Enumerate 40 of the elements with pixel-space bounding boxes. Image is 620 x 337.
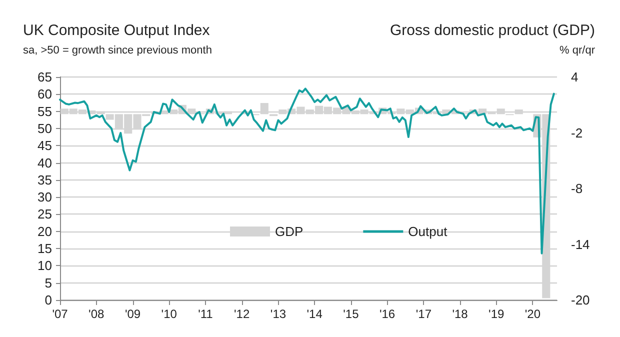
line-series	[59, 88, 555, 254]
y2-tick-label: -20	[571, 292, 590, 308]
x-tick-label: '09	[124, 307, 141, 321]
x-tick-label: '11	[198, 307, 214, 321]
y-tick-label: 25	[38, 206, 52, 222]
y-tick-label: 15	[38, 241, 52, 256]
y2-tick-label: -8	[571, 181, 583, 196]
x-tick-label: '14	[306, 307, 323, 321]
y-tick-label: 30	[38, 190, 52, 205]
x-tick-label: '17	[416, 307, 432, 321]
x-tick-label: '08	[88, 307, 104, 321]
y-tick-label: 60	[38, 86, 52, 102]
x-tick-label: '16	[379, 307, 396, 321]
x-tick-label: '20	[524, 307, 541, 321]
x-tick-label: '19	[488, 307, 505, 321]
chart-subtitle: sa, >50 = growth since previous month	[23, 44, 212, 56]
x-tick-label: '18	[452, 307, 468, 321]
y-tick-label: 35	[38, 172, 52, 188]
x-tick-label: '10	[161, 307, 178, 321]
y-tick-label: 10	[38, 258, 52, 274]
y2-tick-label: -2	[571, 125, 583, 140]
x-tick-label: '13	[270, 307, 286, 321]
x-tick-label: '12	[234, 307, 250, 321]
y-tick-label: 40	[38, 155, 52, 170]
y-tick-label: 45	[38, 138, 52, 154]
legend-label: GDP	[275, 224, 304, 239]
y-tick-label: 55	[38, 104, 52, 119]
x-tick-label: '07	[52, 307, 68, 321]
y-tick-label: 20	[38, 224, 52, 239]
text: Gross domestic product (GDP)	[390, 22, 596, 39]
y-tick-label: 50	[38, 120, 52, 136]
y2-axis-title: % qr/qr	[560, 44, 596, 56]
chart-title: UK Composite Output Index	[23, 22, 210, 39]
y2-tick-label: 4	[571, 70, 578, 84]
x-tick-label: '15	[343, 307, 360, 321]
y-tick-label: 5	[44, 275, 52, 290]
y-tick-label: 0	[44, 292, 52, 308]
y2-tick-label: -14	[571, 236, 590, 252]
y-tick-label: 65	[38, 70, 52, 84]
legend-label: Output	[408, 224, 448, 239]
